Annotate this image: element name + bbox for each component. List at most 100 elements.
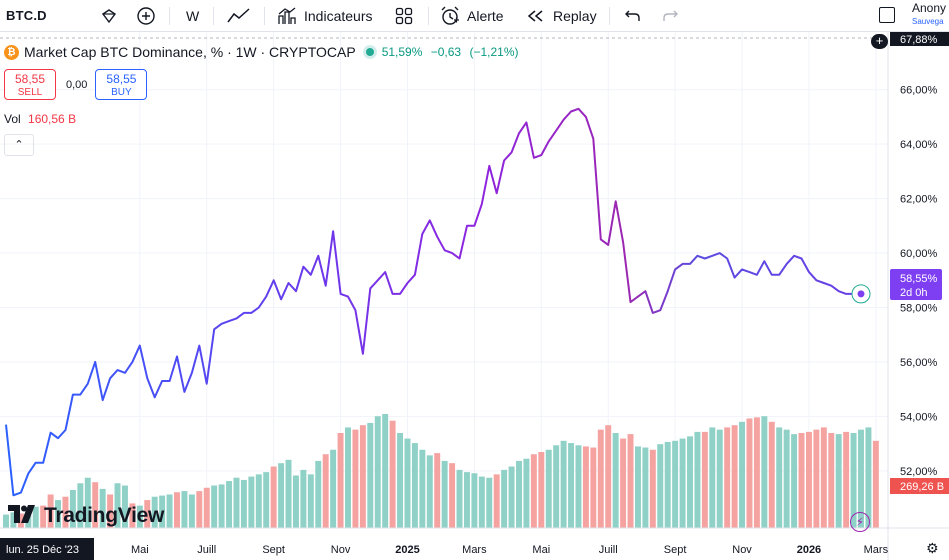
collapse-legend-button[interactable]: ⌃: [4, 134, 34, 156]
price-axis[interactable]: 66,00% 64,00% 62,00% 60,00% 58,00% 56,00% 54,0…: [900, 85, 938, 478]
compare-icon[interactable]: [100, 0, 118, 31]
alert-button[interactable]: Alerte: [439, 0, 504, 31]
interval-button[interactable]: W: [186, 7, 200, 24]
volume-bar: [389, 420, 396, 528]
volume-bar: [188, 494, 195, 528]
sell-button[interactable]: 58,55 SELL: [4, 69, 56, 100]
volume-bar: [493, 474, 500, 528]
volume-bar: [84, 477, 91, 528]
volume-bar: [419, 449, 426, 528]
y-tick-label: 56,00%: [900, 357, 938, 369]
volume-bar: [55, 500, 62, 528]
separator: [213, 7, 214, 25]
volume-bar: [330, 449, 337, 528]
volume-bar: [285, 459, 292, 528]
volume-bar: [47, 494, 54, 528]
volume-bar: [32, 506, 39, 528]
volume-legend[interactable]: Vol 160,56 B: [4, 112, 76, 126]
volume-bar: [761, 416, 768, 528]
volume-bar: [657, 444, 664, 528]
volume-value: 160,56 B: [28, 112, 77, 126]
volume-bar: [397, 433, 404, 528]
chart-type-icon[interactable]: [227, 0, 251, 31]
undo-icon[interactable]: [624, 0, 642, 31]
volume-bar: [374, 416, 381, 528]
separator: [428, 7, 429, 25]
volume-bar: [292, 475, 299, 528]
volume-bar: [449, 463, 456, 528]
tradingview-logo[interactable]: TradingView: [8, 503, 164, 529]
indicators-button[interactable]: Indicateurs: [277, 0, 372, 31]
volume-bar: [426, 455, 433, 528]
volume-bar: [10, 512, 17, 528]
volume-bar: [367, 422, 374, 528]
volume-bar: [166, 494, 173, 528]
volume-bar: [233, 477, 240, 528]
alert-label: Alerte: [467, 7, 504, 24]
volume-bar: [538, 452, 545, 528]
top-toolbar: BTC.D W Indicateurs Alerte Replay Anony …: [0, 0, 949, 32]
spread-value: 0,00: [66, 78, 88, 91]
x-tick-label: Mars: [864, 544, 889, 556]
replay-button[interactable]: Replay: [527, 0, 597, 31]
volume-bar: [716, 429, 723, 528]
last-price-label: 58,55%: [900, 273, 938, 285]
buy-button[interactable]: 58,55 BUY: [95, 69, 148, 100]
layouts-icon[interactable]: [395, 0, 413, 31]
symbol-search[interactable]: BTC.D: [6, 8, 47, 23]
volume-bar: [404, 438, 411, 528]
volume-bar: [805, 431, 812, 528]
volume-bar: [411, 443, 418, 528]
volume-bar: [724, 427, 731, 528]
volume-bar: [649, 449, 656, 528]
volume-bar: [597, 429, 604, 528]
user-menu[interactable]: Anony Sauvega: [912, 2, 946, 28]
volume-bar: [307, 474, 314, 528]
volume-bar: [300, 469, 307, 528]
volume-bar: [151, 496, 158, 528]
time-axis[interactable]: Mai Juill Sept Nov 2025 Mars Mai Juill Sept Nov 20…: [131, 544, 889, 556]
volume-bar: [820, 427, 827, 528]
volume-bar: [174, 492, 180, 528]
brand-name: TradingView: [44, 504, 165, 527]
volume-bar: [434, 453, 441, 528]
series-title: Market Cap BTC Dominance, % · 1W · CRYPT…: [24, 44, 356, 60]
volume-bar: [255, 474, 262, 528]
volume-bar: [382, 414, 389, 528]
indicators-icon: [278, 6, 296, 24]
volume-bar: [731, 425, 738, 528]
fullscreen-checkbox[interactable]: [879, 7, 895, 23]
volume-bar: [3, 514, 9, 528]
change-value: −0,63: [430, 45, 462, 59]
volume-bars: [3, 414, 879, 528]
price-chart[interactable]: 66,00% 64,00% 62,00% 60,00% 58,00% 56,00% 54,0…: [0, 32, 949, 560]
volume-bar: [218, 484, 225, 528]
rewind-icon: [527, 9, 543, 22]
volume-bar: [753, 417, 760, 528]
y-tick-label: 60,00%: [900, 248, 938, 260]
volume-bar: [709, 427, 716, 528]
volume-bar: [107, 494, 114, 528]
countdown-label: 2d 0h: [900, 287, 928, 299]
add-symbol-button[interactable]: [136, 0, 156, 31]
volume-bar: [679, 438, 686, 528]
lightning-icon[interactable]: ⚡: [850, 512, 870, 532]
x-tick-label: Nov: [331, 544, 351, 556]
volume-bar: [77, 483, 84, 528]
volume-bar: [530, 454, 537, 528]
volume-bar: [776, 427, 783, 528]
series-legend[interactable]: ₿ Market Cap BTC Dominance, % · 1W · CRY…: [4, 44, 523, 60]
x-tick-label: Juill: [197, 544, 216, 556]
add-price-button[interactable]: +: [871, 34, 888, 49]
buy-price: 58,55: [106, 72, 137, 86]
volume-label: Vol: [4, 112, 21, 126]
redo-icon[interactable]: [661, 0, 679, 31]
volume-bar: [835, 434, 842, 528]
volume-bar: [872, 440, 879, 528]
sell-price: 58,55: [14, 72, 46, 86]
x-tick-label: Mai: [131, 544, 149, 556]
y-tick-label: 64,00%: [900, 139, 938, 151]
settings-gear-icon[interactable]: ⚙: [926, 540, 939, 556]
x-tick-label: Nov: [732, 544, 752, 556]
volume-bar: [687, 436, 693, 528]
